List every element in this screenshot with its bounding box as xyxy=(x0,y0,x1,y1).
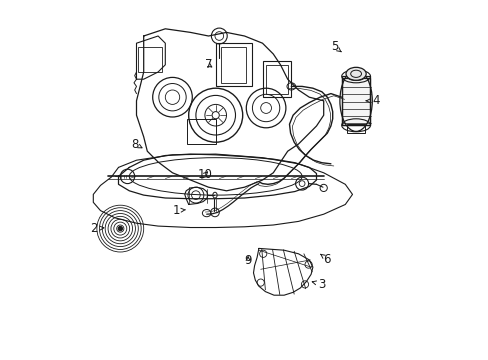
Bar xyxy=(186,119,215,144)
Text: 6: 6 xyxy=(320,253,330,266)
Bar xyxy=(265,65,287,94)
Text: 10: 10 xyxy=(197,168,212,181)
Bar xyxy=(215,43,251,86)
Text: 1: 1 xyxy=(172,204,185,217)
Text: 8: 8 xyxy=(131,138,142,150)
Text: 7: 7 xyxy=(204,58,212,71)
Text: 3: 3 xyxy=(311,278,325,291)
Ellipse shape xyxy=(118,226,122,231)
Bar xyxy=(341,78,370,125)
Text: 5: 5 xyxy=(330,40,341,53)
Bar xyxy=(262,61,291,97)
Text: 2: 2 xyxy=(90,222,104,235)
Bar xyxy=(138,47,162,72)
Bar xyxy=(341,76,370,125)
Text: 9: 9 xyxy=(244,255,251,267)
Ellipse shape xyxy=(346,67,366,80)
Bar xyxy=(346,124,365,133)
Text: 4: 4 xyxy=(366,94,379,107)
Bar xyxy=(221,47,246,83)
